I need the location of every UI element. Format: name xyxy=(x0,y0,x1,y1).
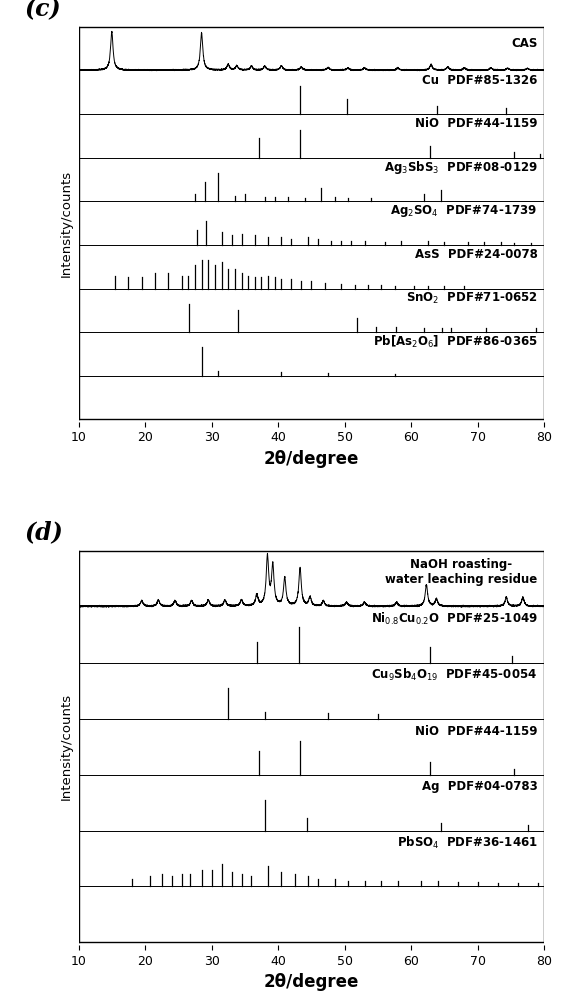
Text: NiO  PDF#44-1159: NiO PDF#44-1159 xyxy=(415,725,537,738)
X-axis label: 2θ/degree: 2θ/degree xyxy=(264,450,359,468)
Text: Cu$_9$Sb$_4$O$_{19}$  PDF#45-0054: Cu$_9$Sb$_4$O$_{19}$ PDF#45-0054 xyxy=(371,667,537,683)
Text: NaOH roasting-
water leaching residue: NaOH roasting- water leaching residue xyxy=(385,558,537,586)
Text: Ag$_3$SbS$_3$  PDF#08-0129: Ag$_3$SbS$_3$ PDF#08-0129 xyxy=(384,159,537,176)
Text: Cu  PDF#85-1326: Cu PDF#85-1326 xyxy=(422,74,537,87)
Text: SnO$_2$  PDF#71-0652: SnO$_2$ PDF#71-0652 xyxy=(406,291,537,306)
Text: CAS: CAS xyxy=(511,37,537,50)
Text: Pb[As$_2$O$_6$]  PDF#86-0365: Pb[As$_2$O$_6$] PDF#86-0365 xyxy=(373,334,537,350)
Text: NiO  PDF#44-1159: NiO PDF#44-1159 xyxy=(415,117,537,130)
Text: Ni$_{0.8}$Cu$_{0.2}$O  PDF#25-1049: Ni$_{0.8}$Cu$_{0.2}$O PDF#25-1049 xyxy=(371,611,537,627)
Text: Ag  PDF#04-0783: Ag PDF#04-0783 xyxy=(422,780,537,793)
Text: AsS  PDF#24-0078: AsS PDF#24-0078 xyxy=(415,248,537,261)
Text: (d): (d) xyxy=(25,520,64,544)
Text: (c): (c) xyxy=(25,0,62,21)
X-axis label: 2θ/degree: 2θ/degree xyxy=(264,973,359,991)
Text: Ag$_2$SO$_4$  PDF#74-1739: Ag$_2$SO$_4$ PDF#74-1739 xyxy=(390,203,537,219)
Y-axis label: Intensity/counts: Intensity/counts xyxy=(60,170,73,277)
Text: PbSO$_4$  PDF#36-1461: PbSO$_4$ PDF#36-1461 xyxy=(397,835,537,851)
Y-axis label: Intensity/counts: Intensity/counts xyxy=(60,693,73,800)
